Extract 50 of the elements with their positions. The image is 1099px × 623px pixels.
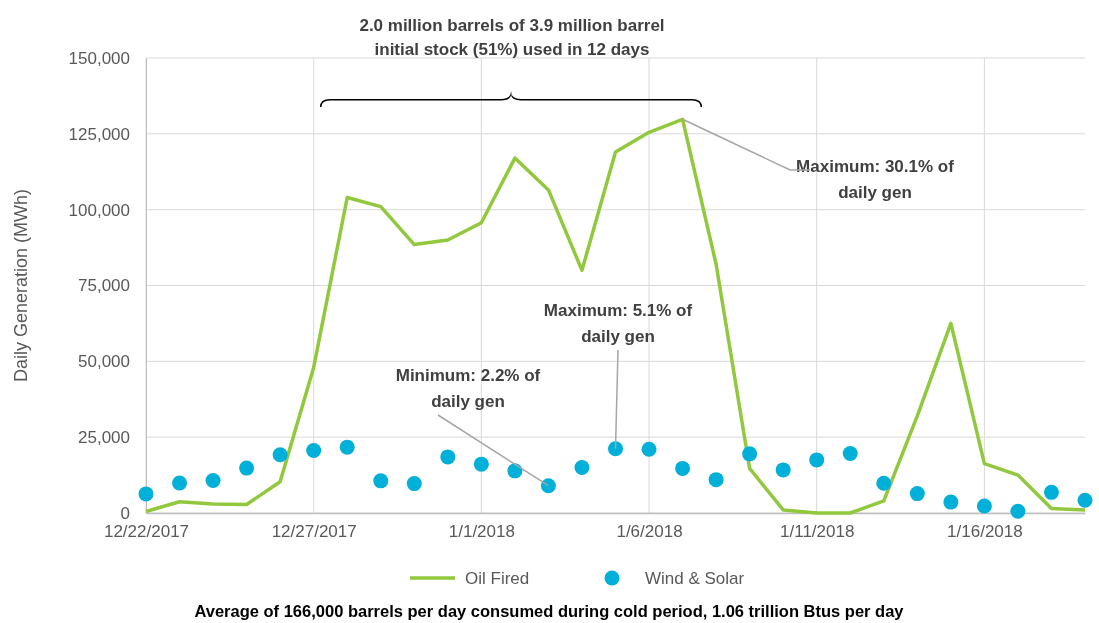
point [876, 475, 892, 491]
annotation: Maximum: 5.1% of daily gen [543, 301, 693, 346]
point [373, 473, 389, 489]
point [574, 460, 590, 475]
point [742, 446, 758, 462]
point [473, 456, 489, 472]
point [842, 446, 858, 462]
point [608, 441, 623, 457]
point [406, 476, 422, 492]
y-axis-title: Daily Generation (MWh) [11, 188, 31, 383]
point [440, 449, 456, 465]
annotation: 2.0 million barrels of 3.9 million barrel initial stock (51%) used in 12 days [359, 16, 665, 59]
annotation: Maximum: 30.1% of daily gen [796, 157, 955, 202]
point [272, 447, 288, 463]
y-tick-label: 50,000 [78, 352, 130, 372]
point [708, 472, 724, 488]
point [809, 452, 825, 468]
point [1010, 503, 1026, 519]
y-tick-label: 150,000 [68, 48, 130, 68]
point [641, 441, 657, 457]
point [675, 460, 691, 476]
text: Average of 166,000 barrels per day consumed during cold period, 1.06 trillion Btus per day [194, 602, 905, 620]
point [138, 486, 154, 502]
point [909, 486, 925, 502]
y-tick-label: 100,000 [68, 200, 130, 220]
annotation: Minimum: 2.2% of daily gen [395, 366, 541, 411]
legend-label: Oil Fired [465, 569, 530, 588]
point [205, 473, 221, 489]
point [1077, 492, 1093, 508]
x-tick-label: 1/1/2018 [448, 522, 515, 542]
x-tick-label: 1/6/2018 [616, 522, 683, 542]
point [239, 460, 255, 476]
point [172, 475, 188, 491]
y-tick-label: 125,000 [68, 124, 130, 144]
point [1043, 484, 1059, 500]
x-tick-label: 12/22/2017 [103, 522, 190, 542]
x-tick-label: 1/16/2018 [947, 522, 1023, 542]
point [306, 443, 322, 459]
point [775, 462, 791, 478]
x-tick-label: 1/11/2018 [780, 522, 855, 542]
point [339, 439, 355, 455]
y-tick-label: 0 [120, 503, 130, 523]
legend-label: Wind & Solar [645, 569, 745, 588]
x-tick-label: 12/27/2017 [271, 522, 357, 542]
point [943, 494, 959, 510]
point [507, 463, 523, 479]
point [540, 478, 556, 494]
point [976, 498, 992, 514]
y-tick-label: 75,000 [78, 276, 130, 296]
y-tick-label: 25,000 [78, 428, 130, 448]
